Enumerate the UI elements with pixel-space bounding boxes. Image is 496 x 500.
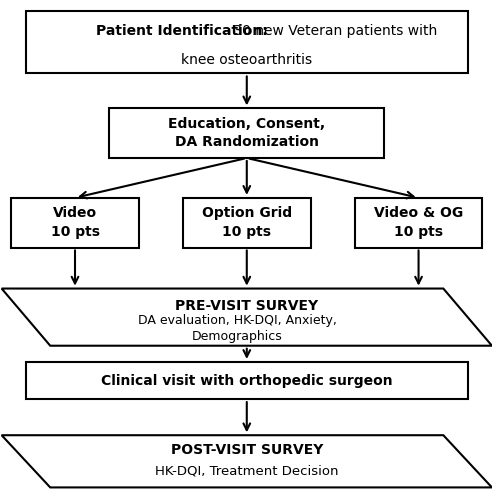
Text: PRE-VISIT SURVEY: PRE-VISIT SURVEY (175, 299, 318, 313)
Text: Education, Consent,
DA Randomization: Education, Consent, DA Randomization (168, 117, 325, 150)
FancyBboxPatch shape (11, 198, 139, 248)
FancyBboxPatch shape (26, 12, 468, 74)
Text: 30 new Veteran patients with: 30 new Veteran patients with (230, 24, 437, 38)
Text: Option Grid
10 pts: Option Grid 10 pts (202, 206, 292, 239)
Text: POST-VISIT SURVEY: POST-VISIT SURVEY (171, 444, 323, 458)
Text: Video & OG
10 pts: Video & OG 10 pts (374, 206, 463, 239)
Text: Video
10 pts: Video 10 pts (51, 206, 100, 239)
Polygon shape (1, 288, 492, 346)
FancyBboxPatch shape (26, 362, 468, 399)
Text: knee osteoarthritis: knee osteoarthritis (181, 53, 312, 67)
Polygon shape (1, 435, 492, 488)
Text: DA evaluation, HK-DQI, Anxiety,
Demographics: DA evaluation, HK-DQI, Anxiety, Demograp… (137, 314, 336, 343)
FancyBboxPatch shape (355, 198, 482, 248)
FancyBboxPatch shape (183, 198, 310, 248)
FancyBboxPatch shape (109, 108, 384, 158)
Text: Clinical visit with orthopedic surgeon: Clinical visit with orthopedic surgeon (101, 374, 393, 388)
Text: Patient Identification:: Patient Identification: (96, 24, 268, 38)
Text: HK-DQI, Treatment Decision: HK-DQI, Treatment Decision (155, 465, 339, 478)
